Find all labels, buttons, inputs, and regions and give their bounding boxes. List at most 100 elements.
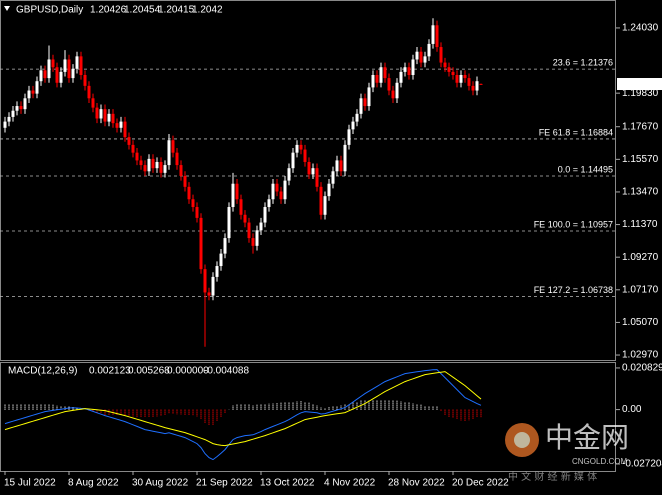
- high-value: 1.20454: [124, 5, 161, 16]
- candle-body: [219, 253, 223, 267]
- watermark: 中金网 CNGOLD.COM 中 文 财 经 新 媒 体: [505, 421, 629, 483]
- candle-body: [315, 168, 319, 187]
- candle-body: [311, 168, 315, 175]
- candle-body: [339, 160, 343, 172]
- candle-body: [263, 207, 267, 223]
- collapse-icon[interactable]: [4, 6, 10, 11]
- candle-body: [479, 83, 483, 85]
- fib-label: FE 100.0 = 1.10957: [534, 219, 613, 229]
- x-tick-label: 8 Aug 2022: [68, 478, 119, 489]
- candle-body: [71, 68, 75, 79]
- candle-body: [203, 269, 207, 293]
- candle-body: [239, 199, 243, 215]
- candle-body: [331, 171, 335, 184]
- candle-body: [131, 144, 135, 153]
- close-value: 1.2042: [192, 5, 223, 16]
- y-tick-label: 1.02970: [622, 350, 659, 361]
- fib-label: FE 61.8 = 1.16884: [539, 127, 613, 137]
- candle-body: [191, 199, 195, 208]
- candle-body: [287, 168, 291, 181]
- x-tick-label: 13 Oct 2022: [260, 478, 315, 489]
- macd-hist-value: -0.004088: [204, 366, 249, 377]
- candle-body: [47, 59, 51, 79]
- candle-body: [51, 59, 55, 68]
- candle-body: [303, 149, 307, 162]
- y-tick-label: 1.09270: [622, 252, 659, 263]
- candle-body: [307, 161, 311, 175]
- watermark-name: 中金网: [545, 421, 629, 454]
- candle-body: [411, 59, 415, 75]
- y-tick-label: 1.05070: [622, 317, 659, 328]
- candle-body: [359, 98, 363, 114]
- candle-body: [175, 152, 179, 166]
- candle-body: [167, 140, 171, 166]
- candle-body: [99, 109, 103, 119]
- candle-body: [471, 85, 475, 91]
- candle-body: [179, 165, 183, 176]
- candle-body: [379, 67, 383, 83]
- candle-body: [335, 160, 339, 172]
- candle-body: [147, 158, 151, 172]
- fib-label: 0.0 = 1.14495: [558, 164, 613, 174]
- candle-body: [283, 180, 287, 200]
- y-tick-label: 1.11370: [622, 219, 658, 230]
- y-tick-label: 1.15570: [622, 154, 659, 165]
- candle-body: [195, 207, 199, 218]
- candle-body: [223, 238, 227, 254]
- candle-body: [111, 113, 115, 124]
- candle-body: [59, 71, 63, 83]
- candle-body: [375, 74, 379, 83]
- candle-body: [63, 59, 67, 72]
- candle-body: [247, 222, 251, 239]
- candle-body: [11, 110, 15, 117]
- candle-body: [415, 51, 419, 60]
- candle-body: [155, 161, 159, 169]
- x-tick-label: 30 Aug 2022: [132, 478, 189, 489]
- fib-label: 23.6 = 1.21376: [553, 58, 613, 68]
- candle-body: [255, 230, 259, 246]
- candle-body: [75, 56, 79, 69]
- candle-body: [235, 183, 239, 200]
- candle-body: [323, 196, 327, 215]
- candle-body: [23, 98, 27, 110]
- macd-panel-frame: [0, 362, 616, 472]
- candle-body: [215, 266, 219, 277]
- candle-body: [427, 43, 431, 57]
- last-price-box: [617, 78, 662, 91]
- candle-body: [3, 121, 7, 128]
- candle-body: [95, 107, 99, 119]
- open-value: 1.20426: [90, 5, 127, 16]
- candle-body: [115, 123, 119, 128]
- candle-body: [431, 25, 435, 44]
- candle-body: [451, 71, 455, 75]
- watermark-logo-core: [514, 432, 530, 448]
- candle-body: [15, 106, 19, 111]
- candle-body: [199, 217, 203, 270]
- macd-y-tick-label: 0.020829: [622, 363, 662, 374]
- candle-body: [443, 62, 447, 68]
- candle-body: [343, 144, 347, 172]
- candle-body: [295, 144, 299, 153]
- candle-body: [183, 175, 187, 187]
- watermark-domain: CNGOLD.COM: [572, 457, 627, 466]
- candle-body: [103, 109, 107, 122]
- candle-body: [291, 152, 295, 169]
- candle-body: [275, 183, 279, 192]
- candle-body: [467, 78, 471, 86]
- candle-body: [319, 186, 323, 215]
- y-tick-label: 1.24030: [622, 23, 659, 34]
- candle-body: [251, 238, 255, 246]
- candle-body: [87, 85, 91, 99]
- fib-label: FE 127.2 = 1.06738: [534, 285, 613, 295]
- candle-body: [207, 292, 211, 296]
- candle-body: [171, 140, 175, 153]
- candle-body: [187, 186, 191, 200]
- candle-body: [123, 121, 127, 138]
- x-tick-label: 28 Nov 2022: [388, 478, 445, 489]
- candle-body: [271, 183, 275, 200]
- candle-body: [135, 152, 139, 161]
- candle-body: [151, 158, 155, 169]
- candle-body: [463, 74, 467, 79]
